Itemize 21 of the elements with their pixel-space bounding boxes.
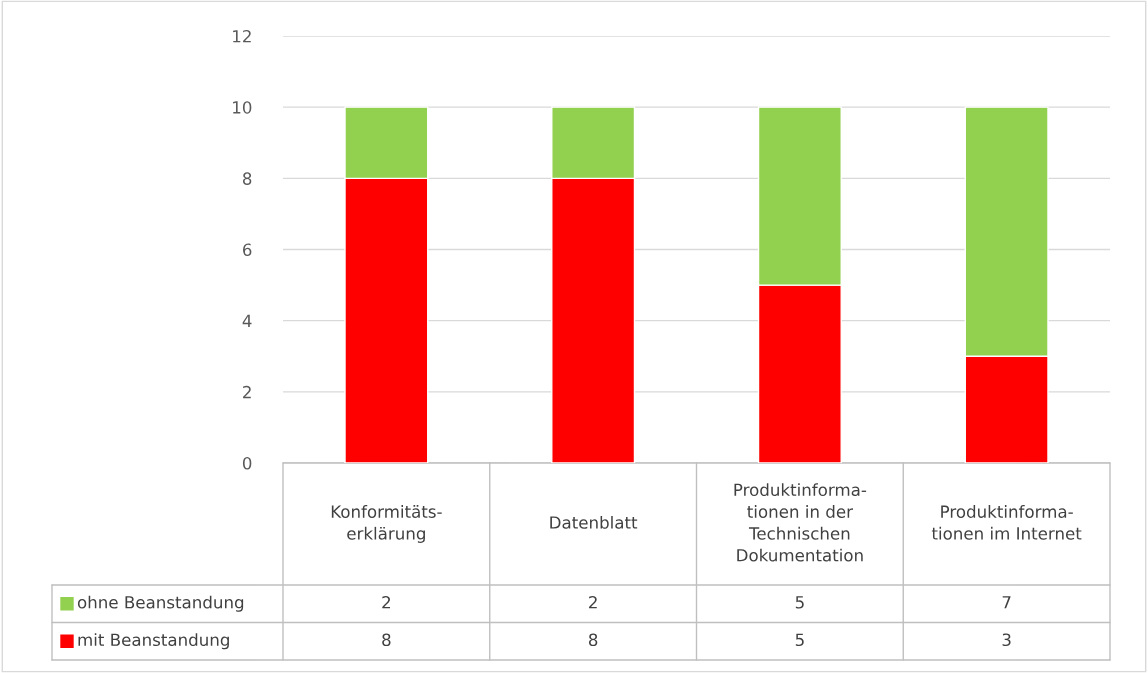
data-label: 7 — [1002, 596, 1011, 609]
y-tick-label: 4 — [242, 314, 252, 327]
y-tick-label: 6 — [243, 243, 252, 257]
y-tick-label: 8 — [242, 172, 252, 185]
y-tick-label: 10 — [233, 101, 252, 114]
x-tick-label: Produktinforma- tionen in der Technischen Dokumentation — [734, 483, 867, 562]
x-tick-label: Produktinforma- tionen im Internet — [931, 505, 1082, 540]
data-label: 5 — [795, 633, 804, 647]
data-label: 8 — [588, 633, 598, 647]
data-label: 3 — [1002, 633, 1011, 647]
x-tick-label: Datenblatt — [550, 515, 638, 529]
y-tick-label: 12 — [233, 29, 251, 43]
legend-label: ohne Beanstandung — [77, 595, 244, 612]
legend-label: mit Beanstandung — [78, 633, 229, 650]
data-label: 8 — [382, 633, 391, 647]
x-tick-label: Konformitäts- erklärung — [331, 505, 442, 543]
data-label: 2 — [589, 595, 597, 609]
data-label: 2 — [382, 595, 391, 609]
data-label: 5 — [795, 596, 804, 609]
y-tick-label: 0 — [242, 456, 252, 470]
y-tick-label: 2 — [243, 385, 251, 399]
